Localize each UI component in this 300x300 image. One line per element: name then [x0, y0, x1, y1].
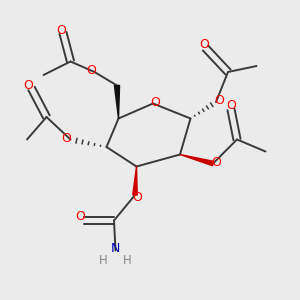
Text: O: O — [199, 38, 209, 51]
Text: O: O — [133, 191, 142, 204]
Text: O: O — [62, 131, 71, 145]
Text: O: O — [24, 79, 33, 92]
Text: O: O — [151, 95, 160, 109]
Polygon shape — [133, 167, 137, 195]
Text: O: O — [76, 210, 85, 224]
Text: O: O — [215, 94, 224, 107]
Polygon shape — [180, 154, 214, 166]
Polygon shape — [115, 85, 119, 118]
Text: H: H — [99, 254, 108, 268]
Text: N: N — [111, 242, 120, 256]
Text: O: O — [57, 23, 66, 37]
Text: O: O — [86, 64, 96, 77]
Text: O: O — [212, 155, 221, 169]
Text: O: O — [227, 99, 236, 112]
Text: H: H — [123, 254, 132, 268]
